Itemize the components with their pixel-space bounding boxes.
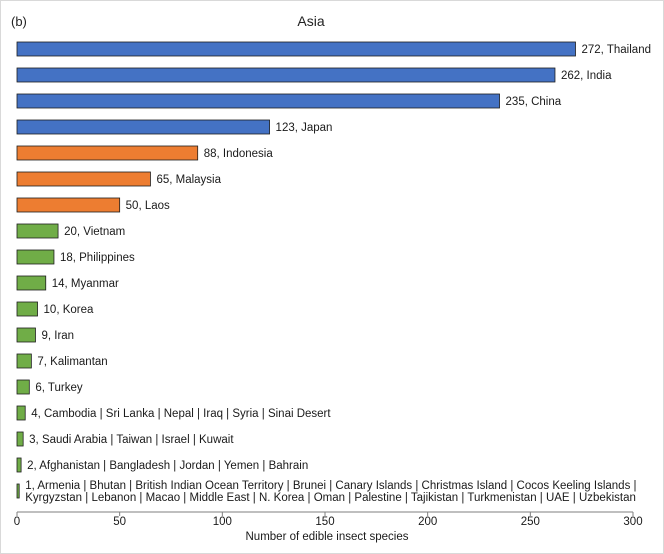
data-label: 65, Malaysia [156, 174, 221, 186]
panel-label: (b) [11, 14, 27, 29]
bar [16, 145, 199, 161]
chart-title: Asia [297, 13, 324, 29]
data-label: Kyrgyzstan | Lebanon | Macao | Middle Ea… [25, 492, 636, 504]
bar [16, 457, 22, 473]
data-label: 50, Laos [126, 200, 170, 212]
data-label: 262, India [561, 70, 612, 82]
x-tick-label: 300 [623, 516, 642, 528]
data-label: 7, Kalimantan [37, 356, 107, 368]
x-axis-title: Number of edible insect species [246, 531, 409, 543]
x-tick-label: 100 [213, 516, 232, 528]
bar [16, 379, 30, 395]
bar [16, 431, 24, 447]
data-labels-layer: 272, Thailand 262, India 235, China 123, Ja… [25, 44, 651, 504]
bar [16, 67, 556, 83]
x-tick-label: 50 [113, 516, 126, 528]
data-label: 14, Myanmar [52, 278, 119, 290]
data-label: 2, Afghanistan | Bangladesh | Jordan | Y… [27, 460, 308, 472]
bars-layer [16, 41, 576, 499]
x-tick-label: 250 [521, 516, 540, 528]
bar [16, 171, 151, 187]
data-label: 3, Saudi Arabia | Taiwan | Israel | Kuwa… [29, 434, 234, 446]
data-label: 9, Iran [41, 330, 74, 342]
bar [16, 353, 32, 369]
bar [16, 197, 121, 213]
data-label: 123, Japan [276, 122, 333, 134]
bar [16, 249, 55, 265]
data-label: 10, Korea [44, 304, 94, 316]
bar [16, 41, 576, 57]
x-tick-label: 0 [14, 516, 20, 528]
data-label: 6, Turkey [35, 382, 83, 394]
bar [16, 275, 47, 291]
x-tick-label: 150 [315, 516, 334, 528]
data-label: 4, Cambodia | Sri Lanka | Nepal | Iraq |… [31, 408, 331, 420]
x-tick-label: 200 [418, 516, 437, 528]
bar [16, 223, 59, 239]
bar [16, 93, 500, 109]
bar [16, 405, 26, 421]
data-label: 272, Thailand [582, 44, 651, 56]
x-ticks-layer: 0 50 100 150 200 250 300 [14, 512, 643, 528]
data-label: 1, Armenia | Bhutan | British Indian Oce… [25, 480, 636, 492]
bar [16, 301, 38, 317]
data-label: 88, Indonesia [204, 148, 274, 160]
data-label: 235, China [506, 96, 562, 108]
bar [16, 483, 20, 499]
bar [16, 119, 270, 135]
data-label: 20, Vietnam [64, 226, 125, 238]
data-label: 18, Philippines [60, 252, 135, 264]
bar [16, 327, 36, 343]
